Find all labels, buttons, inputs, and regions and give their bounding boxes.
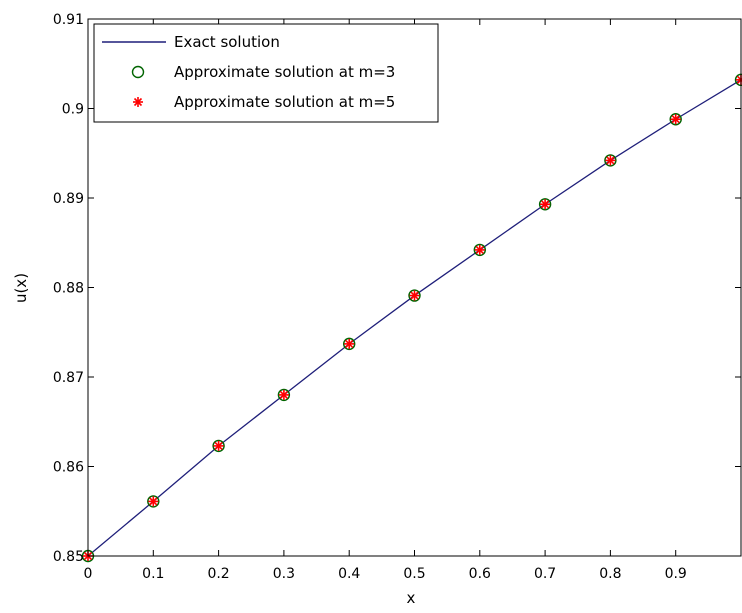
legend-label: Approximate solution at m=3 <box>174 63 395 81</box>
x-tick-label: 0.9 <box>665 566 687 582</box>
data-point-m5 <box>148 496 158 506</box>
data-point-m5 <box>344 339 354 349</box>
x-axis-label: x <box>407 589 416 607</box>
legend: Exact solution Approximate solution at m=… <box>94 24 438 122</box>
x-tick-label: 0.6 <box>469 566 491 582</box>
y-tick-label: 0.86 <box>53 460 84 476</box>
y-tick-label: 0.85 <box>53 549 84 565</box>
x-tick-label: 0.5 <box>403 566 425 582</box>
x-tick-label: 0.8 <box>599 566 621 582</box>
legend-label: Exact solution <box>174 33 280 51</box>
y-tick-label: 0.87 <box>53 370 84 386</box>
data-point-m5 <box>279 390 289 400</box>
x-tick-label: 0.1 <box>142 566 164 582</box>
y-tick-label: 0.88 <box>53 281 84 297</box>
data-point-m5 <box>671 114 681 124</box>
data-point-m5 <box>475 245 485 255</box>
data-point-m5 <box>540 199 550 209</box>
data-point-m5 <box>410 291 420 301</box>
y-tick-label: 0.89 <box>53 191 84 207</box>
data-point-m5 <box>214 441 224 451</box>
x-tick-label: 0 <box>84 566 93 582</box>
legend-asterisk-swatch <box>133 97 143 107</box>
y-tick-label: 0.91 <box>53 12 84 28</box>
x-tick-label: 0.3 <box>273 566 295 582</box>
data-point-m5 <box>605 155 615 165</box>
x-tick-label: 0.4 <box>338 566 360 582</box>
y-tick-label: 0.9 <box>62 102 84 118</box>
legend-label: Approximate solution at m=5 <box>174 93 395 111</box>
x-tick-label: 0.7 <box>534 566 556 582</box>
x-tick-label: 0.2 <box>207 566 229 582</box>
y-axis-label: u(x) <box>12 273 30 303</box>
